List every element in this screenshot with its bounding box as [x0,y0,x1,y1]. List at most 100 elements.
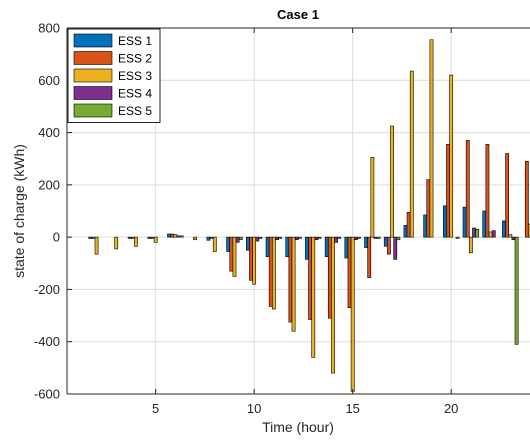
bar-ess-3-hour-12 [291,236,296,332]
bar-ess-4-hour-11 [275,236,279,241]
x-tick-label: 15 [345,401,359,416]
bar-ess-2-hour-5 [150,236,155,239]
bar-ess-5-hour-10 [258,236,263,239]
legend-swatch [73,51,113,65]
legend-swatch [73,86,113,100]
bar-ess-2-hour-24 [524,161,529,238]
x-tick-label: 5 [152,401,159,416]
bar-ess-2-hour-6 [170,233,175,238]
bar-ess-5-hour-12 [298,236,302,239]
bar-ess-2-hour-17 [387,236,391,255]
y-tick-label: -200 [34,282,60,297]
bar-ess-3-hour-22 [488,231,493,238]
bar-ess-1-hour-13 [305,236,309,260]
bar-ess-1-hour-5 [147,236,152,239]
y-axis-label: state of charge (kWh) [11,144,27,278]
bar-ess-4-hour-16 [373,236,378,239]
bar-ess-4-hour-12 [294,236,299,241]
bar-ess-3-hour-4 [134,236,138,247]
bar-ess-5-hour-21 [475,229,480,238]
bar-ess-1-hour-17 [383,236,388,247]
bar-ess-3-hour-13 [311,236,316,358]
bar-ess-1-hour-8 [206,236,211,241]
bar-ess-2-hour-23 [505,153,510,238]
bar-ess-3-hour-15 [350,236,355,392]
bar-ess-5-hour-23 [514,236,519,345]
bar-ess-3-hour-10 [252,236,257,285]
bar-ess-5-hour-20 [455,236,460,239]
bar-ess-1-hour-19 [423,214,428,238]
bar-ess-4-hour-13 [314,236,319,241]
bar-ess-4-hour-10 [255,236,260,242]
legend-label: ESS 5 [118,104,152,118]
legend-label: ESS 2 [118,52,152,66]
bar-ess-3-hour-23 [508,234,513,238]
legend-swatch [73,33,113,48]
bar-ess-1-hour-23 [502,220,506,238]
bar-ess-5-hour-11 [278,236,283,239]
bar-ess-3-hour-14 [331,236,335,374]
x-axis-label: Time (hour) [262,419,334,435]
chart-title: Case 1 [277,7,319,22]
y-tick-label: 800 [38,21,60,36]
bar-ess-3-hour-11 [271,236,276,310]
bar-ess-5-hour-6 [179,235,184,238]
bar-ess-4-hour-6 [176,235,181,238]
y-tick-label: -600 [34,387,60,402]
bar-ess-1-hour-2 [88,236,93,239]
x-tick-label: 20 [444,401,458,416]
y-tick-label: 200 [38,177,60,192]
bar-ess-1-hour-4 [127,236,132,239]
bar-ess-2-hour-22 [485,144,490,238]
bar-ess-4-hour-23 [511,236,516,241]
bar-ess-2-hour-10 [249,236,253,281]
bar-ess-1-hour-16 [364,236,368,248]
bar-ess-1-hour-12 [285,236,290,258]
bar-ess-3-hour-18 [409,70,414,238]
bar-ess-3-hour-17 [390,125,394,238]
bar-ess-1-hour-18 [403,225,408,238]
legend-label: ESS 1 [118,34,152,48]
bar-ess-2-hour-18 [406,212,411,238]
x-tick-label: 10 [247,401,261,416]
bar-ess-1-hour-20 [443,205,447,238]
bar-ess-1-hour-10 [245,236,250,251]
axes [66,27,530,395]
bar-ess-1-hour-14 [324,236,329,258]
bar-ess-1-hour-6 [167,233,171,238]
bar-ess-1-hour-22 [482,210,487,238]
bar-ess-4-hour-22 [491,230,496,238]
bar-ess-3-hour-21 [469,236,473,254]
bar-ess-5-hour-15 [357,236,361,239]
bar-ess-1-hour-21 [462,206,467,238]
bar-ess-4-hour-21 [472,227,476,238]
bar-ess-3-hour-8 [212,236,217,252]
bars [88,39,530,392]
bar-ess-4-hour-14 [334,236,339,243]
y-tick-label: 0 [53,230,60,245]
bar-ess-3-hour-20 [449,74,454,238]
bar-ess-2-hour-14 [327,236,332,319]
bar-ess-5-hour-14 [337,236,342,239]
legend-label: ESS 4 [118,87,152,101]
bar-ess-3-hour-9 [232,236,237,277]
bar-ess-5-hour-17 [396,236,401,241]
bar-ess-5-hour-13 [317,236,322,239]
bar-ess-1-hour-15 [344,236,349,259]
bar-ess-5-hour-9 [238,236,243,241]
bar-ess-1-hour-11 [265,236,270,258]
bar-ess-3-hour-19 [429,39,434,238]
bar-ess-2-hour-16 [367,236,372,278]
bar-ess-3-hour-5 [153,236,158,243]
bar-ess-2-hour-8 [209,236,214,239]
bar-ess-2-hour-11 [268,236,273,307]
y-tick-label: 600 [38,73,60,88]
legend: ESS 1 ESS 2 ESS 3 ESS 4 ESS 5 [67,28,161,123]
bar-ess-3-hour-3 [114,236,119,250]
bar-ess-3-hour-16 [370,157,375,238]
bar-ess-2-hour-2 [91,236,96,239]
bar-ess-5-hour-16 [376,236,381,239]
bar-ess-2-hour-15 [347,236,352,309]
legend-swatch [73,103,113,118]
